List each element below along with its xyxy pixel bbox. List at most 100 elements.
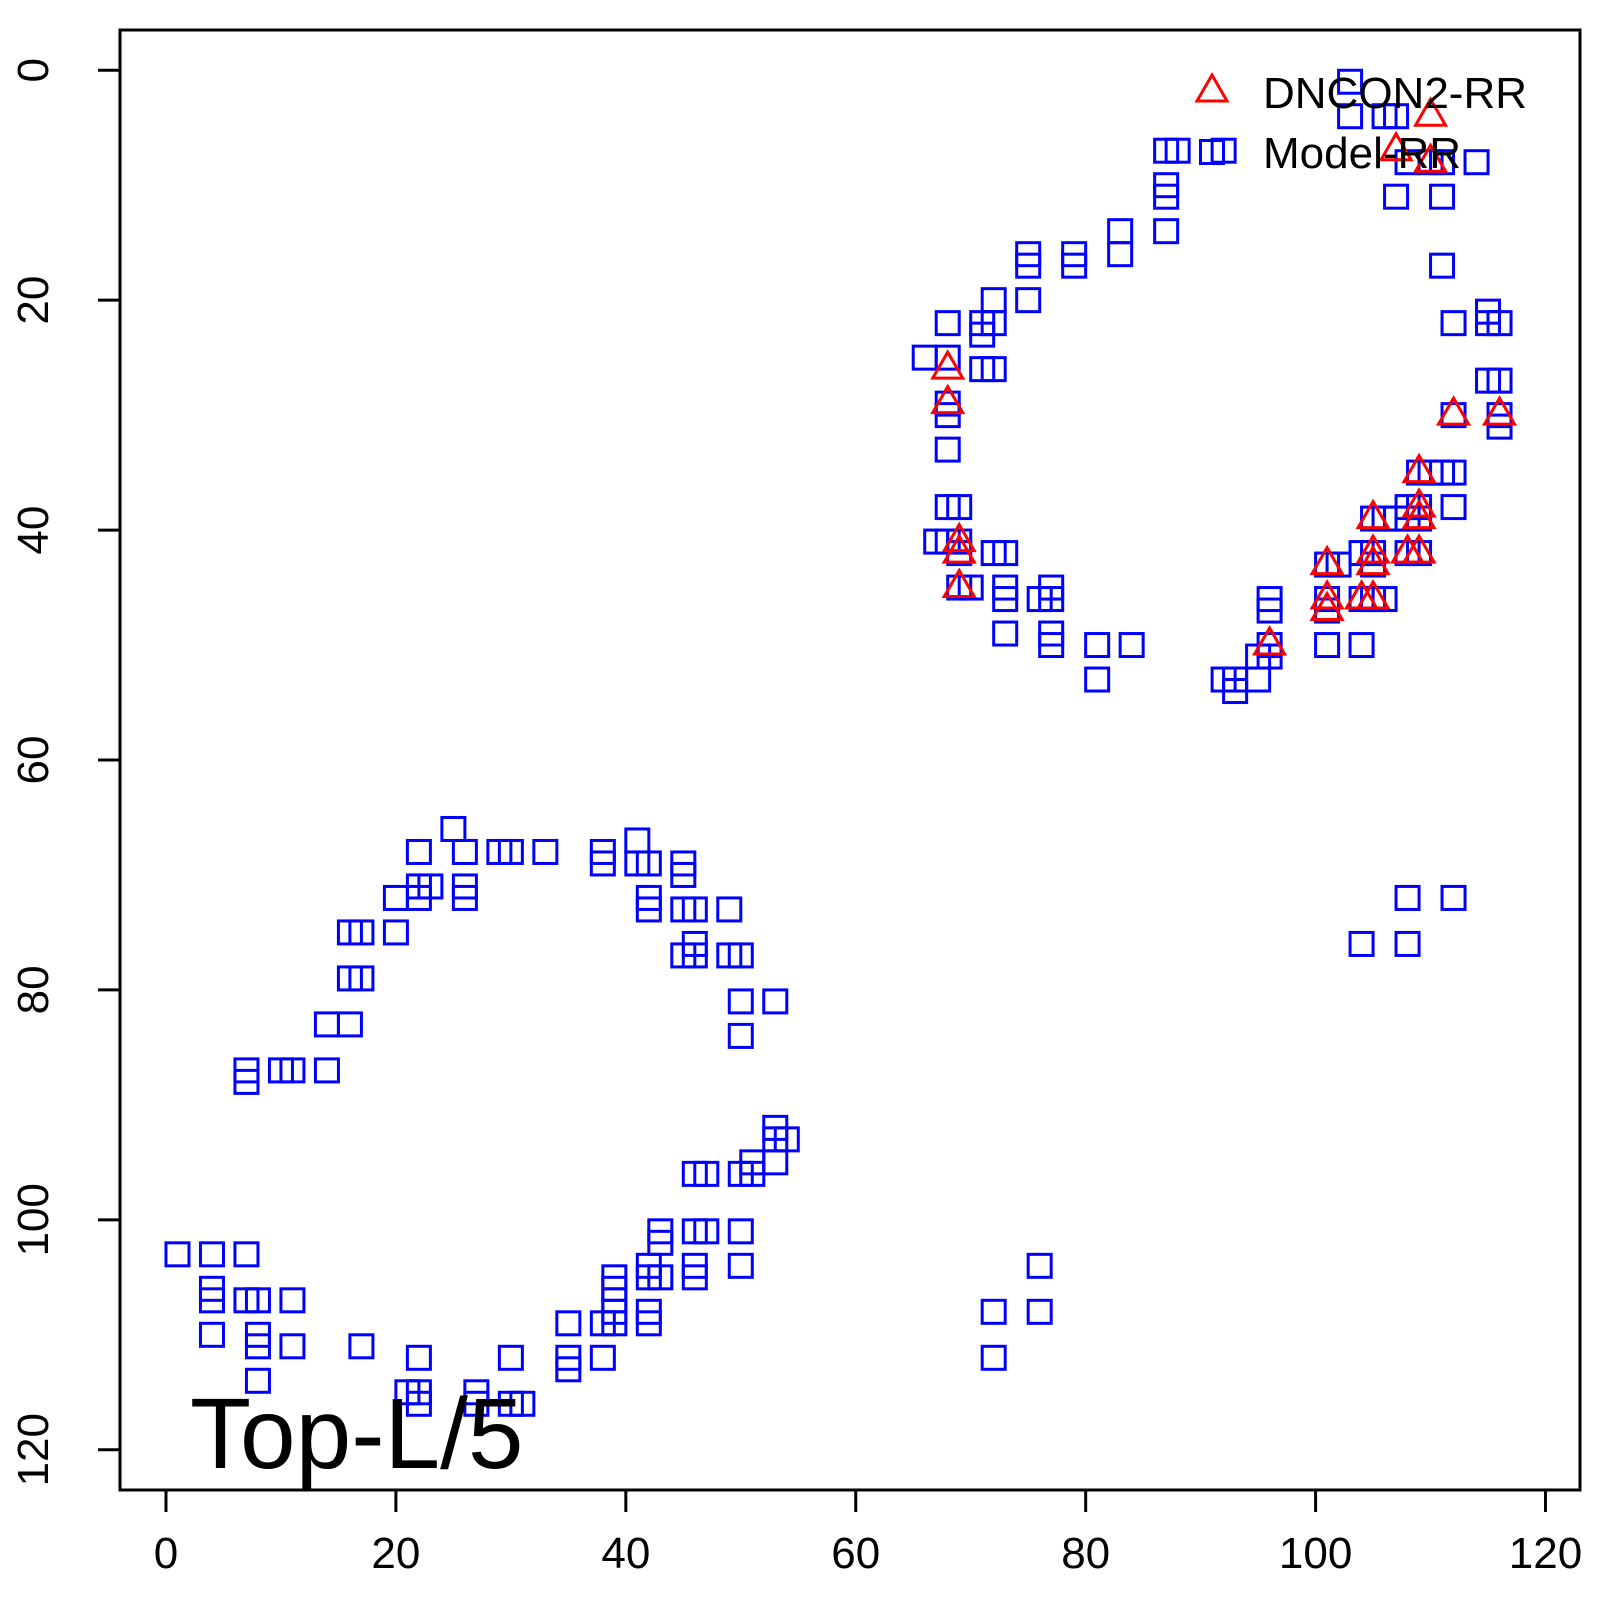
point-model-rr (1314, 632, 1341, 659)
point-model-rr (233, 1241, 260, 1268)
point-dncon2-rr (1355, 498, 1391, 530)
point-model-rr (727, 1160, 754, 1187)
x-tick-label: 60 (831, 1529, 880, 1578)
point-model-rr (405, 1344, 432, 1371)
point-model-rr (1084, 666, 1111, 693)
point-model-rr (382, 884, 409, 911)
chart-annotation: Top-L/5 (190, 1378, 524, 1490)
point-dncon2-rr (1389, 533, 1426, 564)
point-model-rr (1394, 930, 1421, 957)
y-axis: 0 20 40 60 80 100 120 (9, 58, 122, 1486)
point-dncon2-rr (1412, 142, 1449, 173)
point-model-rr (647, 1264, 674, 1291)
point-model-rr (1118, 632, 1145, 659)
legend-square-icon (1199, 139, 1225, 165)
legend-label-model-rr: Model-RR (1263, 129, 1461, 178)
point-model-rr (727, 988, 754, 1015)
x-tick-label: 80 (1061, 1529, 1110, 1578)
point-model-rr (670, 861, 697, 888)
point-model-rr (1337, 68, 1364, 95)
point-model-rr (1486, 413, 1513, 440)
point-model-rr (244, 1321, 271, 1348)
point-model-rr (624, 827, 651, 854)
point-model-rr (1026, 1298, 1053, 1325)
point-model-rr (934, 436, 961, 463)
point-model-rr (635, 896, 662, 923)
point-dncon2-rr (1355, 544, 1391, 576)
point-model-rr (279, 1287, 306, 1314)
point-model-rr (1084, 632, 1111, 659)
point-model-rr (727, 1218, 754, 1245)
point-model-rr (348, 1333, 375, 1360)
point-dncon2-rr (1481, 395, 1518, 426)
point-model-rr (911, 344, 938, 371)
point-dncon2-rr (941, 567, 977, 599)
point-model-rr (980, 287, 1007, 314)
point-model-rr (1348, 632, 1375, 659)
point-model-rr (934, 344, 961, 371)
point-model-rr (244, 1367, 271, 1394)
point-model-rr (1107, 218, 1134, 245)
point-model-rr (1440, 310, 1467, 337)
point-model-rr (1475, 298, 1502, 325)
point-model-rr (1383, 183, 1410, 210)
legend-item-dncon2-rr: DNCON2-RR (1194, 69, 1527, 118)
point-model-rr (1015, 252, 1042, 279)
point-dncon2-rr (1412, 96, 1449, 127)
legend-item-model-rr: Model-RR (1199, 129, 1461, 178)
point-model-rr (1429, 149, 1456, 176)
legend-marker-square (1199, 139, 1225, 165)
point-model-rr (980, 1344, 1007, 1371)
point-model-rr (233, 1287, 260, 1314)
y-tick-label: 20 (9, 276, 58, 325)
x-tick-label: 0 (154, 1529, 178, 1578)
point-dncon2-rr (941, 533, 977, 564)
point-model-rr (589, 1344, 616, 1371)
x-tick-label: 40 (601, 1529, 650, 1578)
point-model-rr (1026, 1252, 1053, 1279)
point-model-rr (1245, 666, 1272, 693)
x-tick-label: 20 (371, 1529, 420, 1578)
point-model-rr (992, 540, 1019, 567)
point-model-rr (279, 1057, 306, 1084)
point-model-rr (1394, 884, 1421, 911)
point-model-rr (1463, 149, 1490, 176)
y-tick-label: 120 (9, 1413, 58, 1486)
point-dncon2-rr (930, 383, 966, 415)
point-model-rr (589, 1310, 616, 1337)
point-model-rr (198, 1287, 225, 1314)
point-dncon2-rr (1309, 544, 1345, 576)
point-model-rr (681, 1264, 708, 1291)
x-tick-label: 100 (1279, 1529, 1352, 1578)
point-model-rr (405, 1390, 432, 1417)
point-dncon2-rr (1401, 498, 1437, 530)
point-model-rr (555, 1356, 582, 1383)
point-model-rr (693, 1160, 720, 1187)
point-model-rr (348, 919, 375, 946)
point-model-rr (1440, 494, 1467, 521)
point-model-rr (1153, 218, 1180, 245)
point-model-rr (497, 1344, 524, 1371)
point-model-rr (382, 919, 409, 946)
point-dncon2-rr (1435, 395, 1472, 426)
point-model-rr (233, 1068, 260, 1095)
point-model-rr (348, 965, 375, 992)
x-tick-label: 120 (1509, 1529, 1582, 1578)
point-model-rr (946, 494, 973, 521)
point-model-rr (497, 838, 524, 865)
y-tick-label: 0 (9, 58, 58, 82)
point-model-rr (1107, 241, 1134, 268)
point-model-rr (1337, 103, 1364, 130)
point-model-rr (762, 988, 789, 1015)
series-model-rr (164, 68, 1513, 1417)
point-model-rr (589, 850, 616, 877)
point-dncon2-rr (1355, 533, 1391, 564)
point-model-rr (198, 1241, 225, 1268)
point-model-rr (681, 942, 708, 969)
point-model-rr (934, 402, 961, 429)
y-tick-label: 80 (9, 965, 58, 1014)
point-model-rr (336, 1011, 363, 1038)
point-model-rr (1153, 183, 1180, 210)
legend-marker-triangle (1194, 71, 1230, 103)
point-model-rr (1015, 287, 1042, 314)
